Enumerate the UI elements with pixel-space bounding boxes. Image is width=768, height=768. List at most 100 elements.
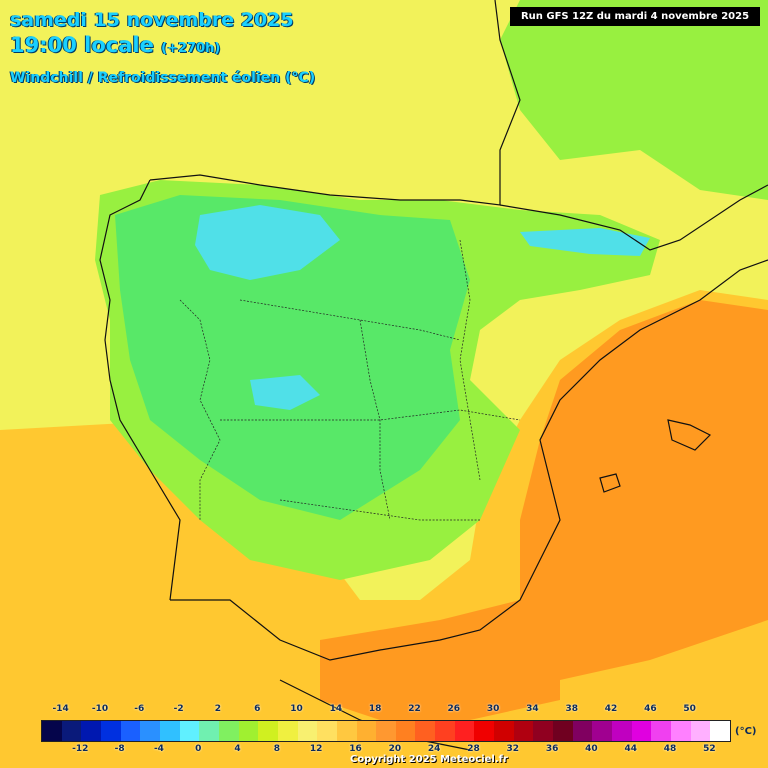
region-borders: [179, 239, 521, 521]
legend-swatch: [631, 721, 652, 741]
legend-swatch: [159, 721, 180, 741]
legend-swatch: [218, 721, 239, 741]
legend-swatch: [690, 721, 711, 741]
legend-tick-upper: -6: [134, 704, 145, 714]
legend-unit: (°C): [735, 726, 757, 737]
border-region-4: [359, 319, 391, 521]
legend-tick-upper: 38: [565, 704, 578, 714]
legend-tick-upper: -14: [52, 704, 69, 714]
legend-swatch: [710, 721, 730, 741]
legend-swatch: [435, 721, 455, 741]
legend-swatch: [238, 721, 259, 741]
field-zone-south-hot: [320, 600, 560, 720]
legend-swatch: [336, 721, 357, 741]
legend-tick-lower: -12: [72, 744, 89, 754]
field-zone-cold-core-central: [250, 375, 320, 410]
legend-swatch: [42, 721, 62, 741]
coast-north: [149, 0, 521, 206]
legend-tick-lower: 28: [467, 744, 480, 754]
legend-tick-upper: 42: [604, 704, 618, 714]
legend-swatch: [454, 721, 475, 741]
legend-tick-upper: 22: [408, 704, 421, 714]
legend-swatch: [415, 721, 436, 741]
legend-swatch: [592, 721, 613, 741]
legend-swatch: [120, 721, 141, 741]
legend-swatch: [277, 721, 298, 741]
legend-tick-upper: 50: [683, 704, 696, 714]
legend-tick-upper: 10: [290, 704, 303, 714]
border-region-3: [279, 499, 480, 521]
field-zone-east-hot: [520, 300, 768, 680]
legend-swatch: [356, 721, 377, 741]
legend-tick-lower: 36: [545, 744, 559, 754]
copyright: Copyright 2025 Meteociel.fr: [350, 754, 508, 765]
legend-swatch: [317, 721, 337, 741]
legend-tick-upper: 18: [368, 704, 382, 714]
border-portugal: [179, 299, 221, 520]
forecast-lead: (+270h): [161, 41, 221, 56]
legend-swatch: [258, 721, 278, 741]
legend-swatch: [61, 721, 82, 741]
field-zone-iberia-cool: [115, 195, 470, 520]
parameter-title: Windchill / Refroidissement éolien (°C): [10, 70, 316, 86]
legend-tick-lower: -4: [153, 744, 164, 754]
legend-tick-upper: 26: [447, 704, 461, 714]
legend-swatch: [376, 721, 396, 741]
legend-tick-lower: 52: [703, 744, 716, 754]
legend-swatch: [100, 721, 121, 741]
legend-tick-lower: 8: [273, 744, 281, 754]
legend-tick-lower: 24: [427, 744, 441, 754]
border-region-2: [220, 409, 521, 421]
legend-tick-upper: -10: [91, 704, 109, 714]
legend-tick-lower: 16: [349, 744, 362, 754]
legend-swatch: [297, 721, 318, 741]
legend-tick-lower: 0: [195, 744, 202, 754]
forecast-time-label: 19:00 locale: [10, 33, 154, 57]
legend-tick-lower: 40: [585, 744, 598, 754]
legend-tick-upper: 6: [254, 704, 261, 714]
forecast-time: 19:00 locale (+270h): [10, 33, 220, 57]
legend-tick-lower: 48: [663, 744, 677, 754]
field-zone-cold-core-north: [195, 205, 340, 280]
coast-island-2: [599, 473, 621, 493]
legend-swatch: [671, 721, 691, 741]
legend-tick-upper: -2: [173, 704, 184, 714]
coast-west: [99, 179, 181, 601]
legend-swatch: [395, 721, 416, 741]
legend-tick-lower: 32: [506, 744, 520, 754]
legend-color-bar: [41, 720, 731, 742]
legend-tick-upper: 14: [329, 704, 343, 714]
forecast-date: samedi 15 novembre 2025: [10, 9, 294, 31]
legend-tick-lower: 4: [234, 744, 241, 754]
legend-swatch: [651, 721, 671, 741]
coast-france: [499, 184, 768, 251]
legend-swatch: [553, 721, 573, 741]
legend-swatch: [179, 721, 200, 741]
legend-swatch: [474, 721, 495, 741]
coast-island-1: [667, 419, 712, 451]
border-region-1: [239, 299, 461, 341]
legend-tick-lower: 44: [624, 744, 637, 754]
legend-tick-lower: -8: [114, 744, 125, 754]
legend-swatch: [199, 721, 219, 741]
coast-south-east: [170, 259, 768, 661]
legend-tick-upper: 34: [526, 704, 539, 714]
legend-tick-lower: 12: [309, 744, 323, 754]
field-zone-cold-core-pyrenees: [520, 228, 650, 256]
legend-tick-upper: 46: [644, 704, 657, 714]
run-info: Run GFS 12Z du mardi 4 novembre 2025: [510, 7, 760, 26]
legend-swatch: [572, 721, 593, 741]
legend-swatch: [81, 721, 101, 741]
legend-tick-upper: 2: [214, 704, 222, 714]
legend-swatch: [612, 721, 632, 741]
coastlines: [99, 0, 768, 751]
legend-tick-lower: 20: [388, 744, 402, 754]
legend-swatch: [513, 721, 534, 741]
legend-swatch: [140, 721, 160, 741]
legend-tick-upper: 30: [486, 704, 500, 714]
legend-swatch: [494, 721, 514, 741]
field-zone-north-green: [500, 0, 768, 200]
